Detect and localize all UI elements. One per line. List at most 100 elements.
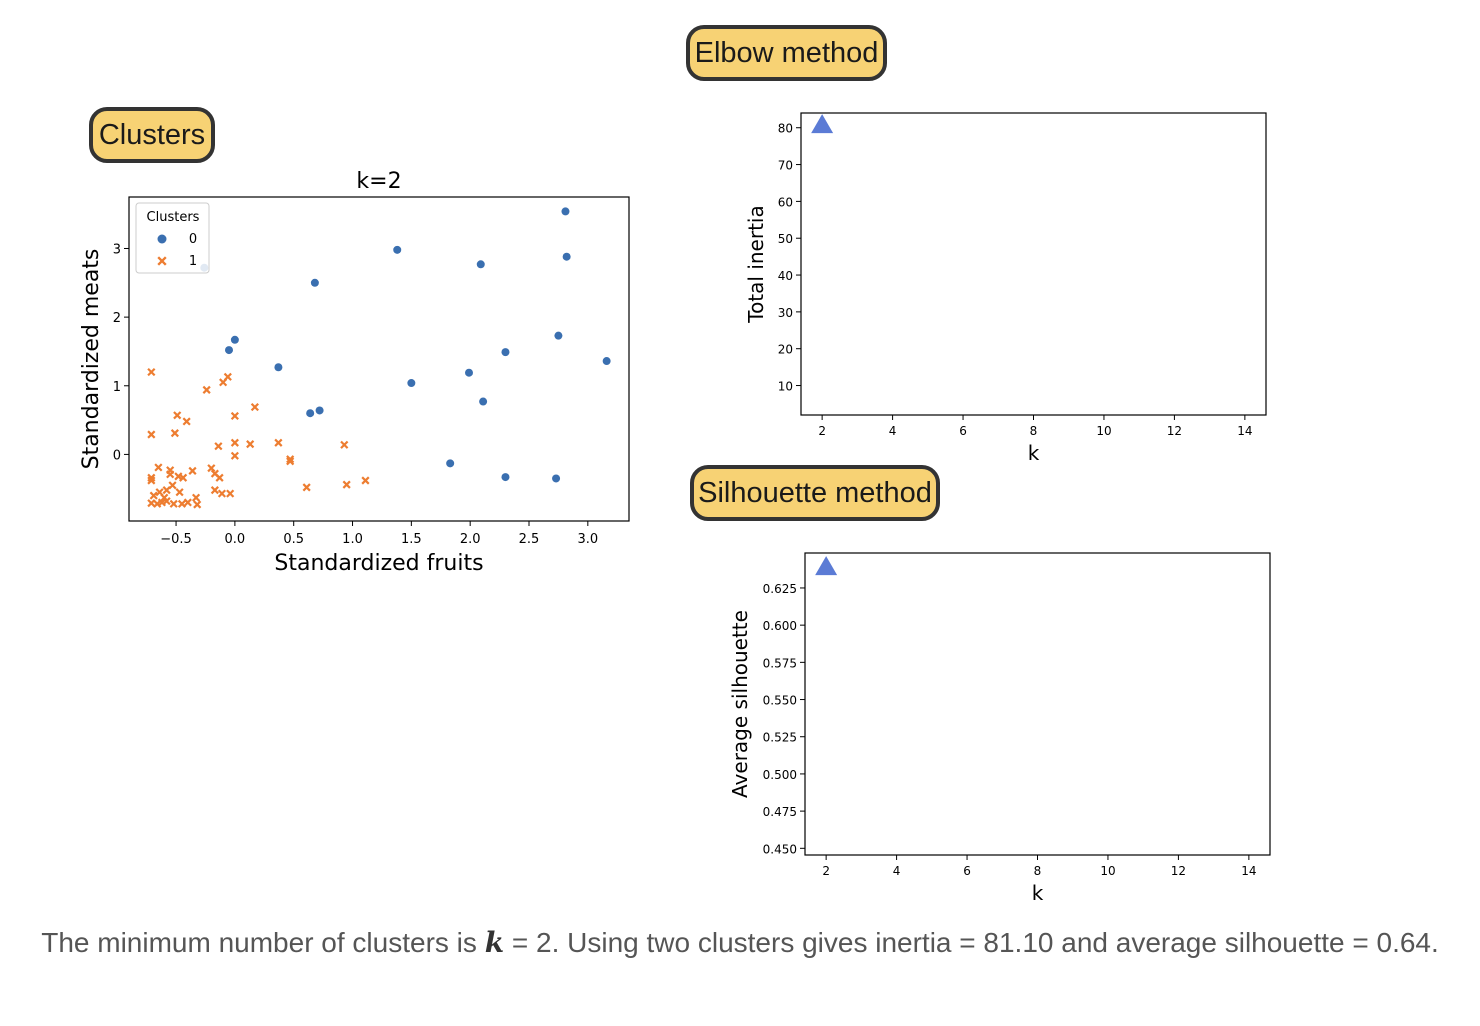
y-tick-label: 0.550	[763, 694, 797, 708]
cross-stroke	[230, 411, 239, 421]
x-tick-label: 4	[889, 424, 897, 438]
x-tick-label: 12	[1167, 424, 1182, 438]
cross-stroke	[147, 473, 156, 482]
plot-frame	[804, 552, 1271, 856]
y-tick-label: 70	[778, 159, 793, 173]
cluster-1-point	[182, 417, 191, 426]
cluster-1-point	[191, 493, 201, 502]
caption-prefix: The minimum number of clusters is	[41, 927, 485, 958]
cluster-1-point	[246, 440, 255, 449]
x-tick-label: 12	[1171, 864, 1186, 878]
cluster-1-point	[230, 411, 239, 421]
x-tick-label: 2.5	[519, 532, 540, 547]
y-tick-label: 10	[778, 380, 793, 394]
cluster-1-point	[361, 476, 370, 485]
elbow-chart: 2 4 6 8 10 12 14 10 20 30 40 50 60 70 80 k Total inertia	[744, 112, 1267, 465]
cross-stroke	[193, 500, 202, 509]
cluster-1-point	[168, 481, 177, 490]
cluster-1-point	[147, 473, 156, 482]
cluster-1-point	[149, 491, 158, 500]
legend-marker-cluster-0	[157, 234, 167, 244]
cross-stroke	[188, 466, 197, 475]
cross-stroke	[179, 473, 188, 482]
cluster-0-point	[501, 473, 510, 482]
cluster-0-point	[315, 406, 324, 415]
cross-stroke	[226, 489, 235, 498]
cluster-1-point	[302, 483, 311, 492]
cluster-0-point	[230, 335, 239, 344]
chart-title: k=2	[356, 169, 401, 194]
cluster-1-point	[179, 473, 188, 482]
cluster-0-point	[562, 252, 571, 261]
cluster-0-point	[561, 207, 570, 216]
elbow-method-badge: Elbow method	[686, 25, 887, 81]
cross-stroke	[175, 488, 184, 497]
cluster-1-point	[215, 473, 224, 482]
y-tick-label: 0.625	[763, 582, 797, 596]
cluster-1-point	[230, 451, 239, 460]
cross-stroke	[191, 493, 201, 502]
cross-stroke	[183, 498, 192, 507]
x-tick-label: 1.5	[401, 532, 422, 547]
x-tick-label: −0.5	[160, 532, 192, 547]
x-axis-label: k	[1032, 881, 1044, 905]
y-tick-label: 2	[113, 311, 121, 326]
cluster-1-point	[177, 499, 187, 508]
triangle-marker	[811, 114, 834, 134]
cross-stroke	[250, 402, 259, 412]
cluster-1-point	[183, 498, 192, 507]
y-tick-label: 40	[778, 269, 793, 283]
cluster-1-point	[230, 438, 239, 447]
cross-stroke	[286, 455, 295, 464]
x-tick-label: 8	[1034, 864, 1042, 878]
cross-stroke	[210, 469, 219, 478]
cluster-0-point	[501, 348, 510, 357]
cluster-1-point	[340, 440, 349, 449]
cluster-0-point	[225, 346, 233, 355]
cluster-1-point	[219, 378, 228, 387]
y-tick-label: 0.575	[763, 656, 797, 670]
legend-label-cluster-0: 0	[189, 232, 197, 247]
cross-stroke	[202, 385, 211, 394]
y-tick-label: 30	[778, 306, 793, 320]
cross-stroke	[340, 440, 349, 449]
cross-stroke	[182, 417, 191, 426]
x-tick-label: 10	[1100, 864, 1115, 878]
cluster-1-point	[160, 493, 169, 502]
cluster-1-point	[170, 429, 179, 438]
cross-stroke	[149, 491, 158, 500]
cross-stroke	[155, 488, 164, 497]
y-tick-label: 0.450	[763, 842, 797, 856]
triangle-marker	[815, 556, 838, 576]
x-tick-label: 2	[822, 864, 830, 878]
cluster-1-point	[274, 438, 283, 447]
legend-label-cluster-1: 1	[189, 254, 197, 269]
cluster-1-point	[147, 367, 156, 377]
cluster-0-point	[602, 357, 611, 366]
legend-marker-cluster-1	[157, 256, 167, 266]
x-tick-label: 14	[1241, 864, 1256, 878]
cluster-0-point	[310, 278, 319, 287]
cluster-1-point	[175, 488, 184, 497]
x-tick-label: 3.0	[577, 532, 598, 547]
cluster-0-point	[476, 260, 485, 269]
cluster-0-point	[552, 474, 561, 483]
summary-caption: The minimum number of clusters is k = 2.…	[20, 922, 1460, 964]
cross-stroke	[219, 378, 228, 387]
cross-stroke	[147, 476, 156, 485]
cluster-1-point	[342, 480, 351, 489]
y-tick-label: 0	[113, 448, 121, 463]
cluster-1-point	[286, 457, 295, 466]
cluster-1-point	[193, 500, 202, 509]
cluster-1-point	[286, 455, 295, 464]
clusters-badge: Clusters	[89, 107, 215, 163]
cross-stroke	[361, 476, 370, 485]
legend: Clusters 0 1	[135, 202, 210, 274]
cross-stroke	[214, 442, 223, 451]
cluster-0-point	[407, 379, 416, 388]
cluster-1-point	[154, 463, 163, 472]
silhouette-chart: 2 4 6 8 10 12 14 0.450 0.475 0.500 0.525 0.550 0.575…	[728, 552, 1271, 905]
y-tick-label: 80	[778, 122, 793, 136]
cross-stroke	[157, 498, 167, 507]
x-tick-label: 6	[963, 864, 971, 878]
